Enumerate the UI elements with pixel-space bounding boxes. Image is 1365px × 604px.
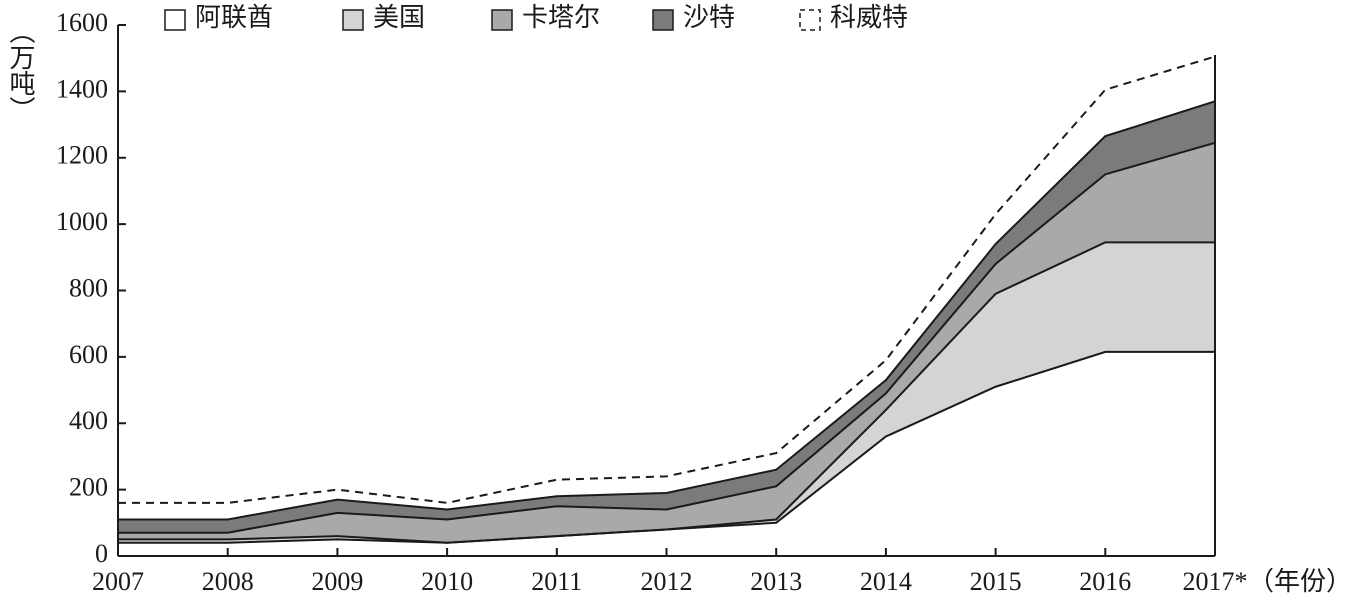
y-tick-label: 600 <box>69 340 108 369</box>
legend-label: 卡塔尔 <box>522 3 600 32</box>
y-tick-label: 200 <box>69 473 108 502</box>
y-axis-label: （万吨） <box>6 18 35 122</box>
area-line <box>118 141 1216 534</box>
area <box>118 242 1215 543</box>
y-tick-label: 1000 <box>56 207 108 236</box>
y-tick-label: 1200 <box>56 141 108 170</box>
x-tick-label: 2015 <box>970 567 1022 596</box>
area-line <box>118 241 1215 544</box>
legend-swatch <box>491 9 513 31</box>
x-tick-label: 2008 <box>202 567 254 596</box>
y-tick-label: 1400 <box>56 74 108 103</box>
area <box>118 351 1215 556</box>
x-tick-label: 2009 <box>311 567 363 596</box>
x-tick-label: 2014 <box>860 567 912 596</box>
x-tick-label: 2011 <box>531 567 582 596</box>
area-line <box>118 100 1216 521</box>
x-axis-label: （年份） <box>1248 567 1352 596</box>
x-tick-label: 2012 <box>641 567 693 596</box>
legend-swatch <box>652 9 674 31</box>
y-tick-label: 1600 <box>56 8 108 37</box>
x-tick-label: 2016 <box>1079 567 1131 596</box>
legend-swatch <box>164 9 186 31</box>
x-tick-label: 2017* <box>1183 567 1248 596</box>
legend-label: 阿联酋 <box>195 3 273 32</box>
y-tick-label: 800 <box>69 273 108 302</box>
x-tick-label: 2013 <box>750 567 802 596</box>
legend-label: 沙特 <box>683 3 735 32</box>
y-tick-label: 400 <box>69 406 108 435</box>
legend-label: 美国 <box>373 3 425 32</box>
y-tick-label: 0 <box>95 539 108 568</box>
legend-swatch <box>799 9 821 31</box>
x-tick-label: 2010 <box>421 567 473 596</box>
area <box>118 101 1215 533</box>
area-line <box>118 55 1216 504</box>
area <box>118 142 1215 543</box>
legend-swatch <box>342 9 364 31</box>
x-tick-label: 2007 <box>92 567 144 596</box>
legend-label: 科威特 <box>830 3 908 32</box>
